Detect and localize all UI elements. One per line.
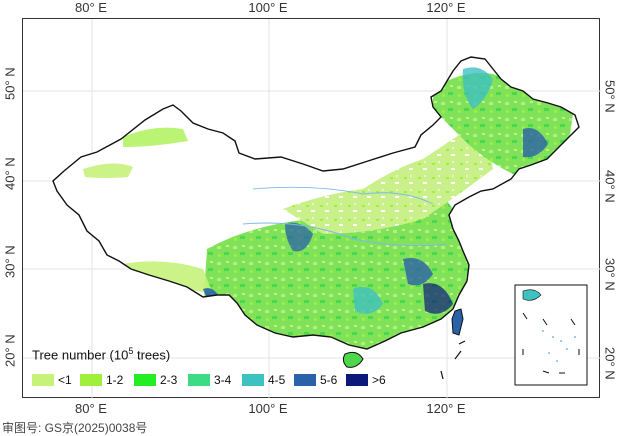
lat-label-left-50: 50° N [2,67,18,100]
legend-label: 5-6 [320,373,338,387]
legend-label: 1-2 [106,373,124,387]
south-china-sea-inset [514,284,588,386]
legend-item-2-3: 2-3 [134,373,177,387]
legend-item-3-4: 3-4 [188,373,231,387]
lon-label-bottom-80: 80° E [75,401,107,416]
map-approval-number: 审图号: GS京(2025)0038号 [2,421,148,435]
lon-label-top-80: 80° E [75,0,107,15]
lat-label-left-40: 40° N [2,157,18,190]
legend-title-exponent: 5 [128,346,134,356]
legend-swatch [134,374,156,386]
lon-label-bottom-100: 100° E [248,401,288,416]
legend-item-lt1: <1 [32,373,72,387]
yangtze-river [242,222,448,247]
legend-title-suffix: trees) [133,347,171,363]
lon-label-bottom-120: 120° E [426,401,466,416]
legend-swatch [188,374,210,386]
legend-item-1-2: 1-2 [80,373,123,387]
legend-item-gt6: >6 [346,373,386,387]
map-frame [22,18,601,399]
legend-label: >6 [372,373,386,387]
taiwan-island [451,308,464,336]
legend-title-prefix: Tree number (10 [32,347,129,363]
legend-label: <1 [58,373,72,387]
legend-item-4-5: 4-5 [242,373,285,387]
lat-label-right-30: 30° N [602,258,618,291]
legend-label: 4-5 [268,373,286,387]
china-border [52,56,580,350]
lon-label-top-120: 120° E [426,0,466,15]
legend-item-5-6: 5-6 [294,373,337,387]
legend-swatch [80,374,102,386]
lat-label-right-20: 20° N [602,347,618,380]
tree-density-raster [83,67,573,349]
sea-boundary-dashes [440,340,466,380]
legend-swatch [346,374,368,386]
lon-label-top-100: 100° E [248,0,288,15]
china-landmass [52,56,580,350]
hainan-island [342,351,364,368]
legend-swatch [242,374,264,386]
lat-label-right-50: 50° N [602,80,618,113]
lat-label-right-40: 40° N [602,170,618,203]
legend-label: 3-4 [214,373,232,387]
legend-swatch [294,374,316,386]
legend-swatch [32,374,54,386]
legend-title: Tree number (105 trees) [32,346,170,362]
legend-label: 2-3 [160,373,178,387]
map-canvas [23,19,601,399]
yellow-river [252,186,434,205]
lat-label-left-30: 30° N [2,245,18,278]
lat-label-left-20: 20° N [2,334,18,367]
